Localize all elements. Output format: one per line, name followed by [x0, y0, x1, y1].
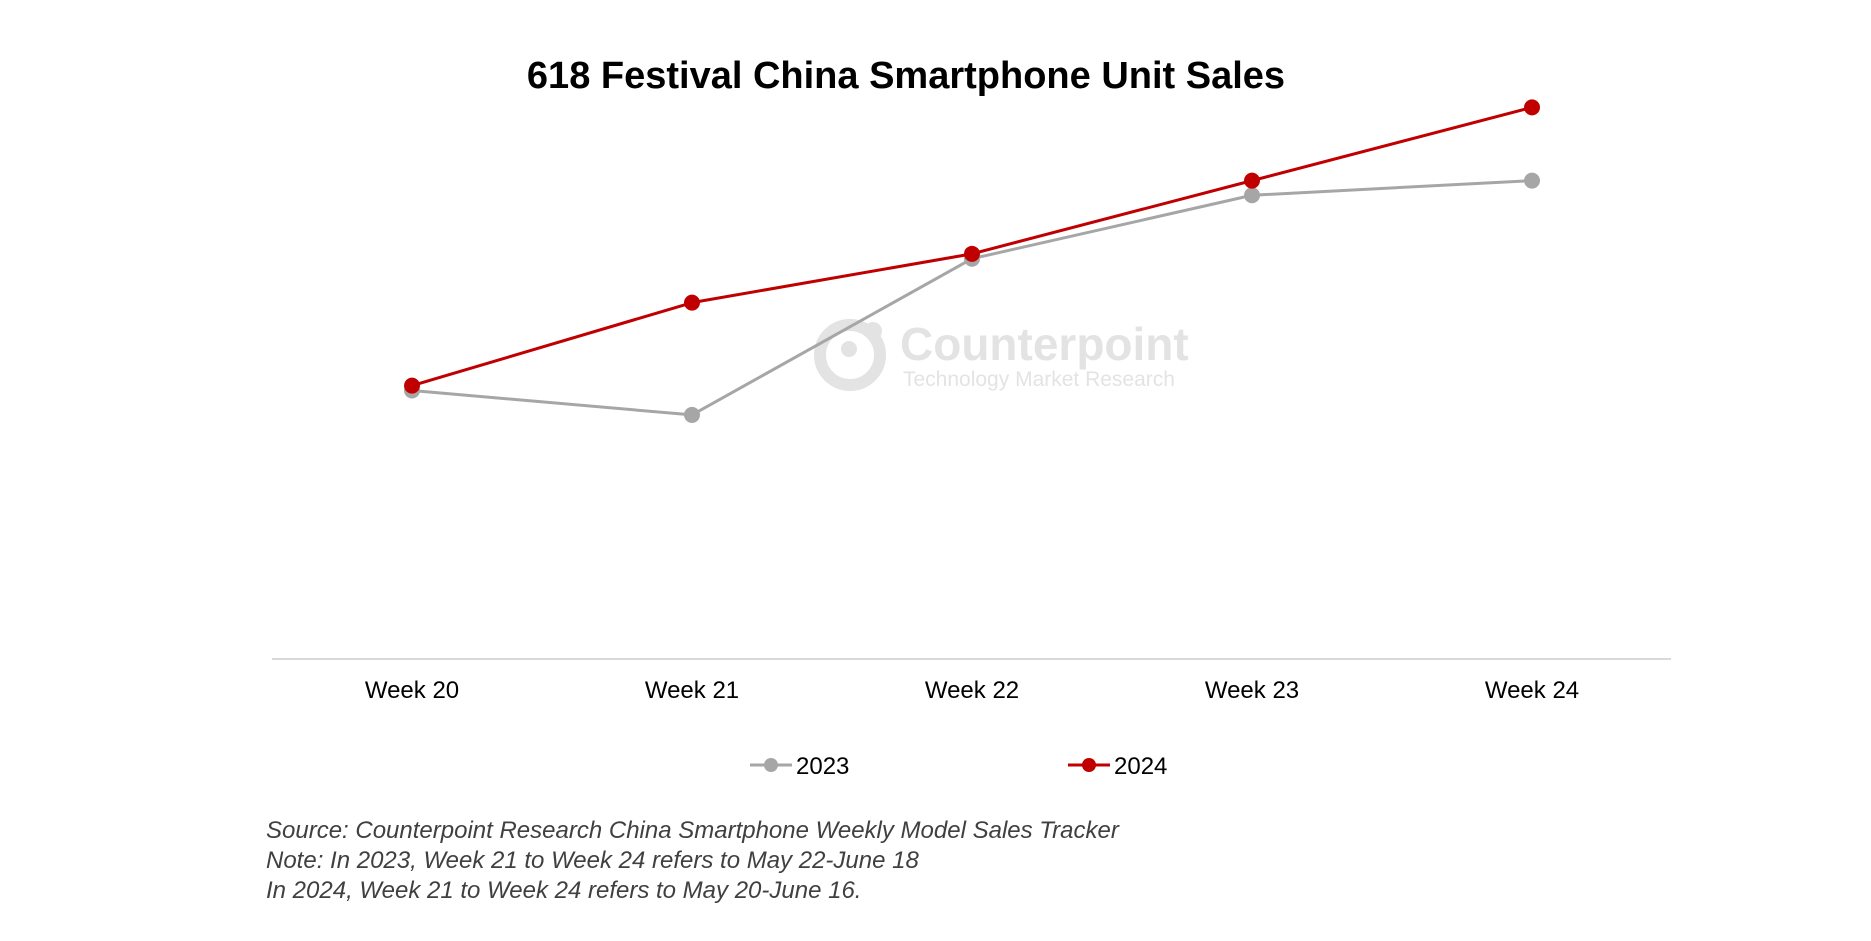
legend-label: 2024	[1114, 753, 1167, 780]
x-tick-label: Week 20	[365, 677, 459, 704]
data-point-2023-5	[1524, 172, 1540, 189]
legend: 2023 2024	[750, 753, 1167, 780]
legend-marker	[764, 758, 778, 772]
watermark-brand: Counterpoint	[900, 318, 1189, 370]
chart-title: 618 Festival China Smartphone Unit Sales	[527, 55, 1285, 97]
series-layer	[404, 99, 1540, 423]
data-point-2024-3	[964, 245, 980, 262]
legend-item-2023: 2023	[750, 753, 849, 780]
data-point-2023-2	[684, 406, 700, 423]
legend-label: 2023	[796, 753, 849, 780]
series-2024	[404, 99, 1540, 394]
watermark-tagline: Technology Market Research	[903, 368, 1175, 391]
data-point-2023-4	[1244, 187, 1260, 204]
data-point-2024-5	[1524, 99, 1540, 116]
watermark: Counterpoint Technology Market Research	[814, 318, 1189, 391]
x-tick-label: Week 22	[925, 677, 1019, 704]
data-point-2024-1	[404, 377, 420, 394]
date-range-note-2024: In 2024, Week 21 to Week 24 refers to Ma…	[266, 877, 862, 904]
data-point-2024-2	[684, 294, 700, 311]
source-note: Source: Counterpoint Research China Smar…	[266, 817, 1119, 844]
data-point-2024-4	[1244, 172, 1260, 189]
x-tick-label: Week 23	[1205, 677, 1299, 704]
date-range-note-2023: Note: In 2023, Week 21 to Week 24 refers…	[266, 847, 919, 874]
x-tick-label: Week 24	[1485, 677, 1579, 704]
chart-notes: Source: Counterpoint Research China Smar…	[266, 816, 1119, 906]
legend-item-2024: 2024	[1068, 753, 1167, 780]
legend-marker	[1082, 758, 1096, 772]
x-tick-labels: Week 20 Week 21 Week 22 Week 23 Week 24	[365, 677, 1579, 704]
counterpoint-logo-icon	[814, 319, 886, 391]
x-tick-label: Week 21	[645, 677, 739, 704]
